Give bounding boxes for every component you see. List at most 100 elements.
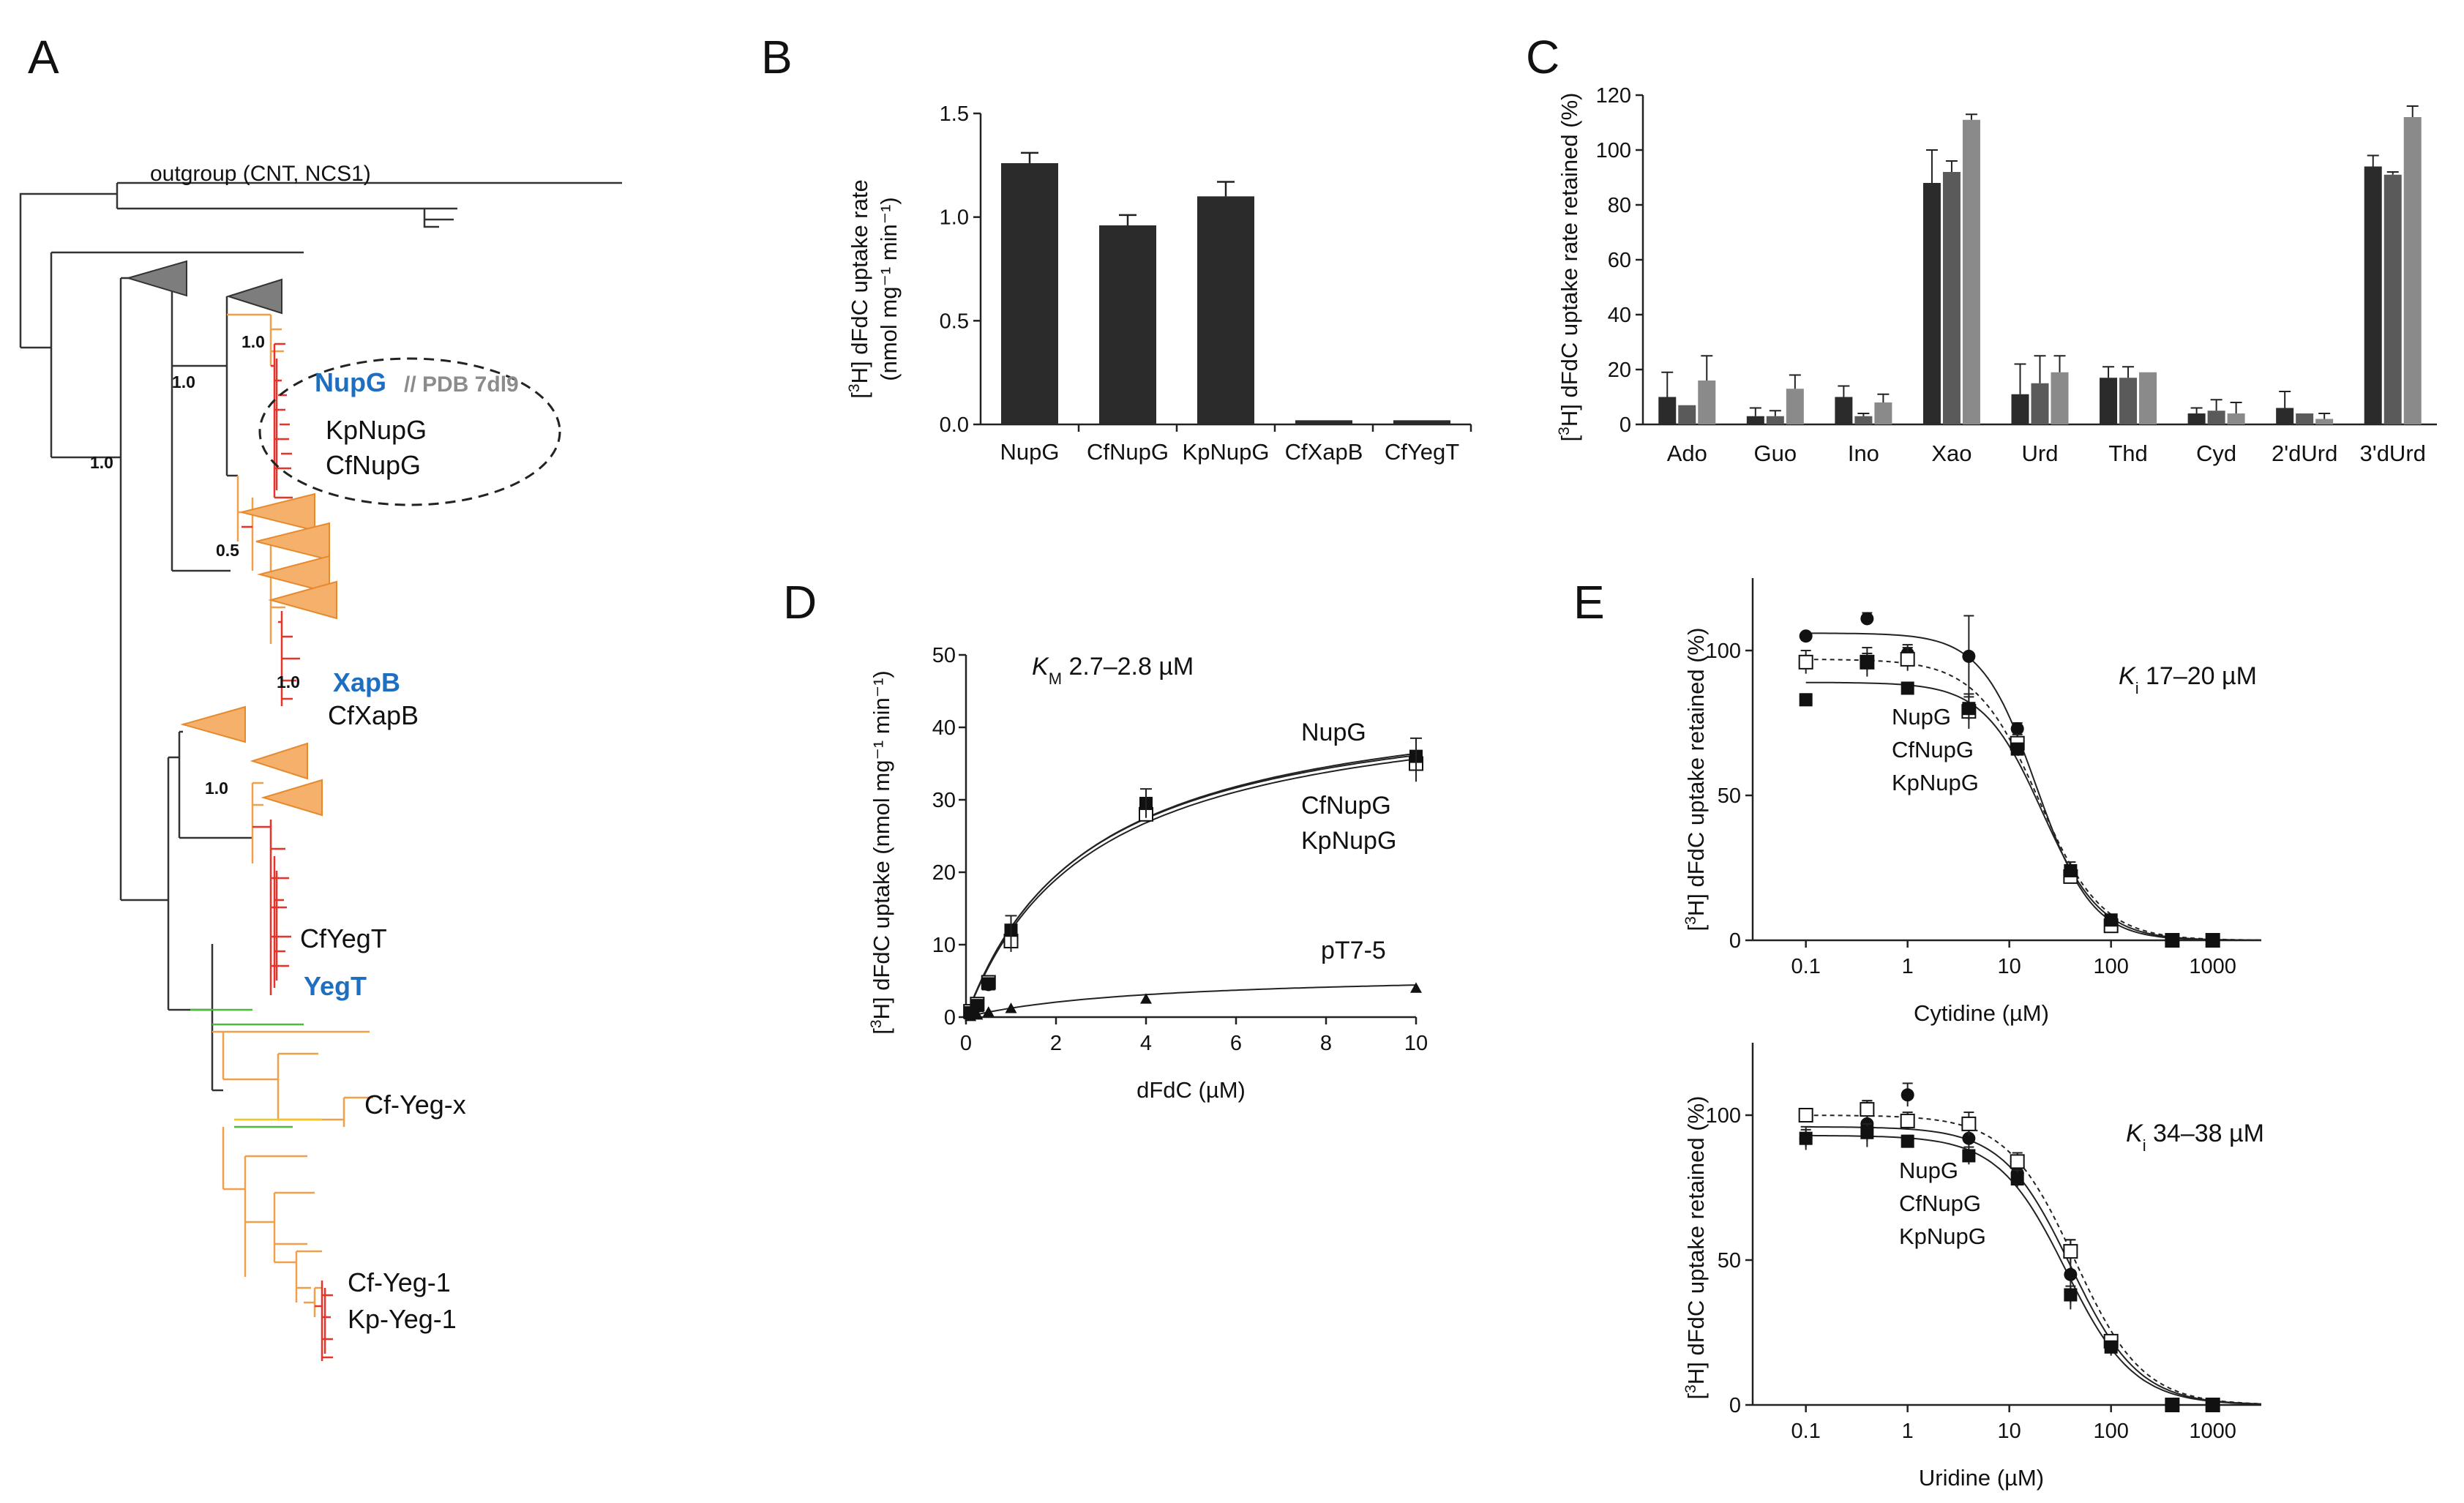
chart-c-bar	[2403, 117, 2422, 424]
chart-c-ytick-label: 40	[1608, 304, 1631, 327]
chart-d-xtick-label: 2	[1050, 1032, 1062, 1055]
chart-d-xtick-label: 0	[960, 1032, 972, 1055]
chart-e-point	[1798, 1108, 1813, 1122]
chart-e-xtick-label: 100	[2093, 1420, 2128, 1443]
tree-backbone	[19, 181, 622, 1092]
chart-d-xlabel: dFdC (µM)	[1136, 1077, 1246, 1103]
chart-b-category-label: CfXapB	[1285, 439, 1363, 465]
chart-b-ylabel: [3H] dFdC uptake rate	[846, 179, 873, 398]
chart-c-category-label: 2'dUrd	[2272, 441, 2337, 466]
chart-e-point	[2064, 863, 2078, 877]
chart-e-fit-curve	[1805, 1134, 2262, 1405]
chart-b-ylabel-units: (nmol mg⁻¹ min⁻¹)	[876, 197, 902, 381]
chart-e-point	[2010, 742, 2024, 756]
chart-b-bar	[1099, 225, 1156, 424]
chart-c-bar	[2315, 419, 2334, 424]
chart-e-ytick-label: 100	[1706, 640, 1741, 663]
chart-e-xlabel: Uridine (µM)	[1919, 1465, 2044, 1491]
chart-c-bar	[1678, 405, 1696, 424]
chart-d-ytick-label: 30	[932, 789, 956, 812]
chart-e-xtick-label: 10	[1998, 1420, 2021, 1443]
leaf-cfyegx: Cf-Yeg-x	[364, 1090, 466, 1120]
chart-e-xtick-label: 1	[1902, 955, 1914, 978]
bootstrap-6: 1.0	[205, 779, 228, 798]
chart-c-bar	[2227, 413, 2245, 424]
chart-c-bar	[1746, 416, 1764, 424]
chart-e-point	[2104, 1340, 2118, 1354]
chart-b-category-label: NupG	[1000, 439, 1060, 465]
chart-d-ytick-label: 20	[932, 861, 956, 885]
chart-c-bar	[1766, 416, 1784, 424]
chart-d-label-pt7: pT7-5	[1321, 937, 1386, 964]
bootstrap-5: 1.0	[277, 672, 300, 691]
chart-c-bar	[1962, 119, 1980, 424]
chart-e-point	[1799, 629, 1813, 643]
chart-e-fit-curve	[1805, 1114, 2262, 1405]
panel-a-letter: A	[28, 31, 59, 83]
chart-c-bar	[2100, 378, 2118, 424]
leaf-yegt: YegT	[304, 971, 367, 1001]
chart-b-uptake-rate: [3H] dFdC uptake rate (nmol mg⁻¹ min⁻¹) …	[846, 102, 1472, 465]
panel-b-letter: B	[761, 31, 793, 83]
chart-e-point	[2165, 1398, 2179, 1412]
chart-d-point	[970, 999, 984, 1013]
chart-c-bar	[1835, 397, 1853, 424]
chart-d-label-nupg: NupG	[1301, 719, 1366, 746]
chart-e-point	[1962, 702, 1976, 716]
nupg-clade-ellipse	[258, 357, 561, 506]
chart-c-ytick-label: 60	[1608, 249, 1631, 272]
chart-d-point	[1140, 993, 1152, 1004]
chart-c-category-label: Thd	[2108, 441, 2147, 466]
chart-e-point	[1860, 1102, 1875, 1117]
chart-c-bar	[2364, 166, 2382, 424]
chart-b-ytick-label: 0.5	[940, 310, 969, 333]
chart-d-fit-curve	[965, 758, 1417, 1018]
chart-e-xtick-label: 1000	[2189, 955, 2236, 978]
chart-e-point	[2010, 1172, 2024, 1186]
bootstrap-1: 1.0	[241, 332, 265, 351]
chart-c-bar	[1658, 397, 1677, 424]
chart-d-xtick-label: 6	[1230, 1032, 1242, 1055]
chart-d-xtick-label: 8	[1320, 1032, 1332, 1055]
chart-e-point	[2104, 913, 2118, 927]
chart-e2-ylabel: [3H] dFdC uptake retained (%)	[1682, 1096, 1710, 1400]
chart-e-xtick-label: 100	[2093, 955, 2128, 978]
chart-c-bar	[1942, 172, 1961, 424]
chart-e-point	[2063, 1244, 2078, 1259]
chart-c-bar	[2011, 394, 2029, 424]
chart-e-ytick-label: 100	[1706, 1104, 1741, 1128]
chart-e-point	[1901, 1088, 1914, 1102]
chart-b-ytick-label: 1.0	[940, 206, 969, 230]
bootstrap-3: 1.0	[90, 453, 113, 472]
leaf-nupg: NupG	[315, 367, 386, 397]
chart-e-point	[2010, 721, 2024, 735]
chart-b-category-label: CfYegT	[1385, 439, 1459, 465]
chart-d-ytick-label: 50	[932, 644, 956, 667]
chart-e1-legend-cfnupg: CfNupG	[1892, 737, 1974, 762]
chart-e-ytick-label: 0	[1729, 929, 1741, 953]
chart-e1-legend-nupg: NupG	[1892, 704, 1951, 730]
chart-c-ytick-label: 0	[1619, 413, 1631, 437]
chart-e-point	[1799, 693, 1813, 707]
chart-c-bar	[1698, 381, 1716, 424]
chart-c-bar	[2207, 411, 2225, 424]
chart-c-bar	[2031, 383, 2049, 424]
chart-e-point	[1900, 1113, 1915, 1128]
panel-d-letter: D	[783, 576, 817, 629]
chart-c-ylabel: [3H] dFdC uptake rate retained (%)	[1556, 93, 1583, 442]
leaf-pdb: // PDB 7dl9	[404, 372, 519, 397]
chart-c-bar	[2051, 372, 2069, 424]
chart-e-point	[1860, 612, 1874, 626]
chart-c-ytick-label: 100	[1596, 139, 1631, 162]
chart-e-ytick-label: 50	[1718, 784, 1741, 808]
leaf-kpnupg: KpNupG	[326, 415, 427, 445]
collapsed-clade-grey-1	[125, 260, 187, 297]
chart-d-point	[981, 977, 995, 991]
chart-d-xtick-label: 10	[1404, 1032, 1428, 1055]
chart-e2-legend-nupg: NupG	[1899, 1158, 1958, 1183]
chart-b-ytick-label: 0.0	[940, 413, 969, 437]
chart-e-xtick-label: 0.1	[1791, 955, 1821, 978]
phylogenetic-tree: A	[19, 31, 622, 1361]
chart-e-point	[2010, 1154, 2025, 1169]
